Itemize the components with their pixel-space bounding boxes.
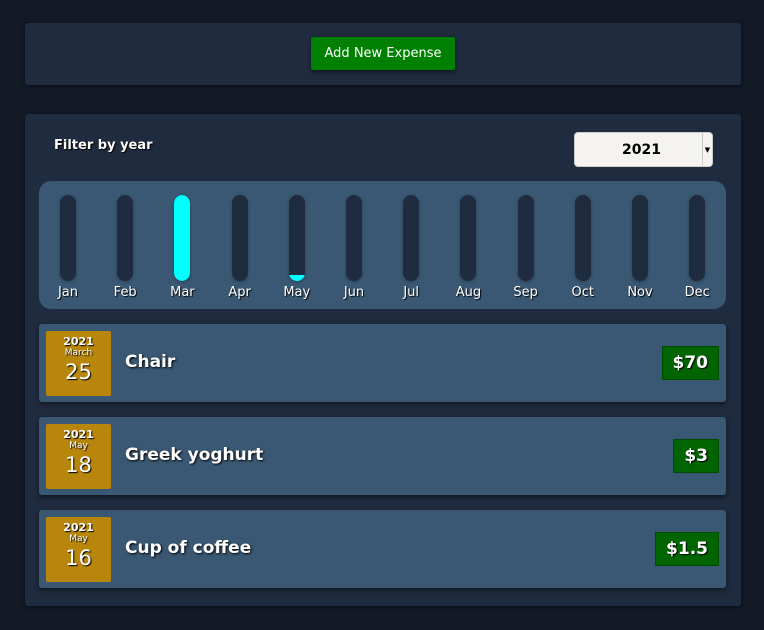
chart-bar-oct [574,195,591,281]
year-select[interactable]: 2021 ▼ [574,132,713,167]
chart-bar-aug [460,195,477,281]
chart-month-label: Aug [455,285,482,300]
expense-item: 2021 March 25 Chair $70 [39,324,726,402]
chart-month-label: Dec [684,285,710,300]
expense-amount: $70 [661,346,719,380]
chart-month-label: Jul [403,285,420,300]
expense-year: 2021 [63,335,94,348]
expense-month: May [69,534,88,544]
expense-month: March [64,348,93,358]
expense-date: 2021 May 16 [46,517,111,582]
chart-bar-may [288,195,305,281]
expense-title: Cup of coffee [125,538,252,558]
expenses-panel: Filter by year 2021 ▼ Jan Feb Mar Apr May Jun… [25,114,741,606]
chart-bar-jan [60,195,76,281]
chart-month-label: Jan [57,285,79,300]
chart-month-label: Jun [343,285,365,300]
chart-bar-fill [174,195,191,281]
expense-title: Greek yoghurt [125,445,264,465]
chart-month-label: Oct [571,285,595,300]
chart-bar-sep [517,195,534,281]
chart-bar-dec [689,195,706,281]
chart-month-label: Sep [513,285,538,300]
expense-date: 2021 March 25 [46,331,111,396]
add-new-expense-button[interactable]: Add New Expense [311,37,455,70]
chart-bar-jun [346,195,362,281]
expense-amount: $1.5 [655,532,719,566]
chart-bar-feb [117,195,134,281]
chart-month-label: Apr [228,285,251,300]
chart-month-label: Nov [627,285,653,300]
chart-month-label: Mar [170,285,195,300]
dropdown-arrow-icon: ▼ [702,133,712,166]
expense-day: 18 [65,453,92,477]
chart-bar-apr [231,195,248,281]
chart-bar-mar [174,195,191,281]
expense-day: 16 [65,546,92,570]
monthly-chart: Jan Feb Mar Apr May Jun Jul Aug Sep Oct Nov Dec [39,181,726,309]
chart-month-label: May [283,285,311,300]
expense-year: 2021 [63,521,94,534]
expense-title: Chair [125,352,176,372]
chart-bar-fill [288,275,305,281]
expense-amount: $3 [673,439,719,473]
expense-item: 2021 May 18 Greek yoghurt $3 [39,417,726,495]
new-expense-panel: Add New Expense [25,23,741,85]
chart-month-label: Feb [113,285,137,300]
expense-year: 2021 [63,428,94,441]
expense-month: May [69,441,88,451]
expense-item: 2021 May 16 Cup of coffee $1.5 [39,510,726,588]
expense-day: 25 [65,360,92,384]
expense-date: 2021 May 18 [46,424,111,489]
year-select-value: 2021 [622,141,661,158]
chart-bar-nov [632,195,648,281]
chart-bar-jul [403,195,420,281]
filter-label: Filter by year [54,138,153,153]
